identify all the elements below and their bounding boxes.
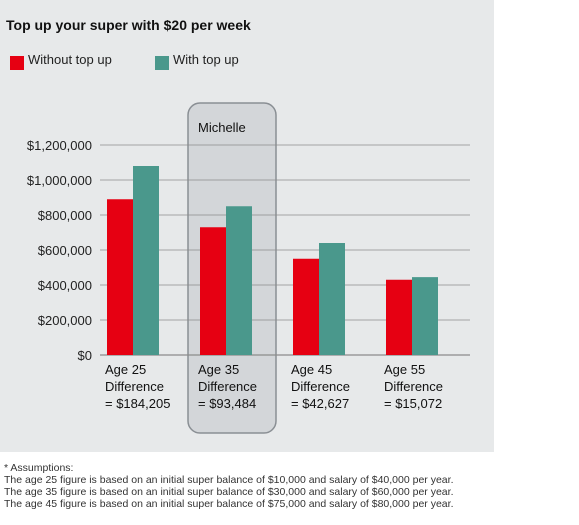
legend-label-without-top-up: Without top up <box>28 52 112 67</box>
legend-item-with-top-up: With top up <box>155 52 239 70</box>
footnote-line: The age 45 figure is based on an initial… <box>4 498 454 510</box>
bar-without-top-up <box>200 227 226 355</box>
y-tick-label: $0 <box>78 348 92 363</box>
x-category-label: Difference <box>105 379 164 394</box>
bar-with-top-up <box>133 166 159 355</box>
bar-chart: Michelle $1,200,000 $1,000,000 $800,000 $600… <box>27 102 470 434</box>
y-tick-label: $1,200,000 <box>27 138 92 153</box>
x-category-label: = $15,072 <box>384 396 442 411</box>
x-category-label: Age 25 <box>105 362 146 377</box>
footnote-line: The age 25 figure is based on an initial… <box>4 474 454 486</box>
x-category-label: Difference <box>384 379 443 394</box>
footnotes: * Assumptions: The age 25 figure is base… <box>4 462 453 510</box>
x-category-label: Age 55 <box>384 362 425 377</box>
x-category-label: Age 45 <box>291 362 332 377</box>
x-category-label: = $93,484 <box>198 396 256 411</box>
bar-with-top-up <box>226 206 252 355</box>
bar-without-top-up <box>293 258 319 355</box>
x-category-label: = $42,627 <box>291 396 349 411</box>
bar-without-top-up <box>107 199 133 355</box>
bar-without-top-up <box>386 279 412 355</box>
y-tick-label: $400,000 <box>38 278 92 293</box>
x-category-label: Difference <box>291 379 350 394</box>
y-tick-label: $200,000 <box>38 313 92 328</box>
y-tick-label: $600,000 <box>38 243 92 258</box>
legend-swatch-with-top-up <box>155 56 169 70</box>
chart-title: Top up your super with $20 per week <box>6 17 251 33</box>
legend-item-without-top-up: Without top up <box>10 52 112 70</box>
x-category-label: Age 35 <box>198 362 239 377</box>
bar-with-top-up <box>319 243 345 355</box>
bar-with-top-up <box>412 277 438 355</box>
x-category-label: Difference <box>198 379 257 394</box>
x-category-label: = $184,205 <box>105 396 170 411</box>
y-tick-label: $1,000,000 <box>27 173 92 188</box>
highlight-label: Michelle <box>198 120 246 135</box>
footnote-line: The age 35 figure is based on an initial… <box>4 486 454 498</box>
legend-swatch-without-top-up <box>10 56 24 70</box>
legend-label-with-top-up: With top up <box>173 52 239 67</box>
y-tick-label: $800,000 <box>38 208 92 223</box>
footnote-line: * Assumptions: <box>4 462 74 474</box>
